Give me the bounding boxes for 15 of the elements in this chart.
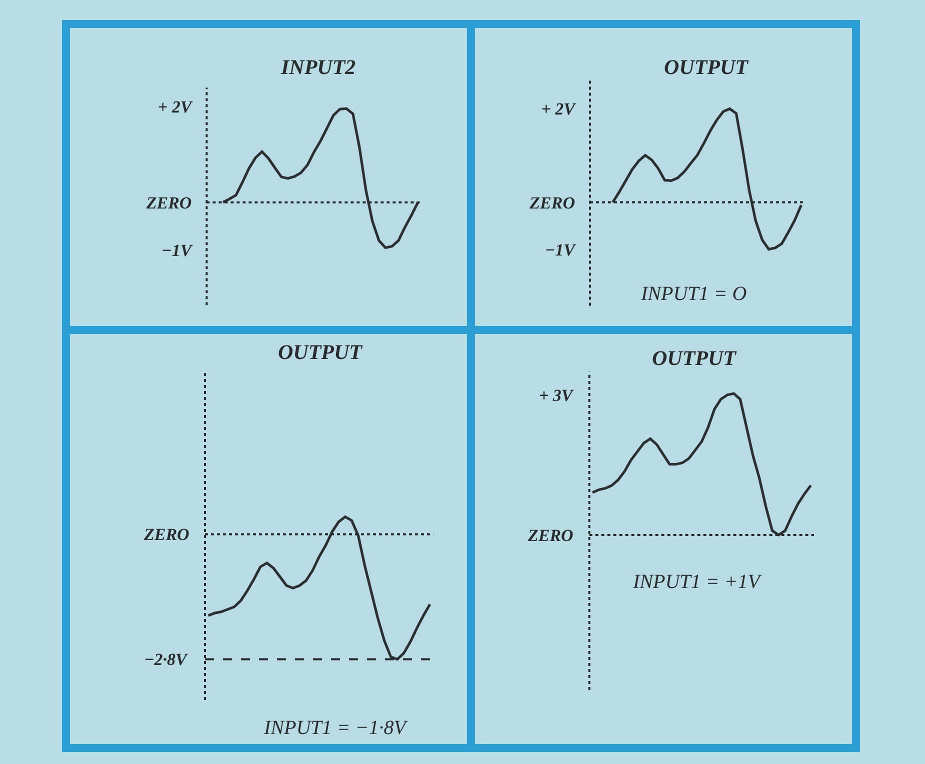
y-tick-label: ZERO (528, 193, 575, 212)
y-tick-label: + 2V (541, 99, 577, 118)
chart-title: OUTPUT (664, 55, 750, 79)
y-tick-label: −1V (162, 241, 194, 260)
ref-line-label: −2·8V (144, 650, 189, 669)
text: INPUT1 = −1·8V (263, 717, 409, 739)
y-tick-label: + 2V (158, 98, 194, 117)
y-tick-label: −1V (544, 240, 577, 260)
chart-title: OUTPUT (652, 346, 738, 370)
text: + 3V (539, 386, 574, 405)
chart-title: INPUT2 (280, 55, 356, 79)
annotation: INPUT1 = O (640, 283, 747, 305)
y-tick-label: ZERO (145, 193, 192, 212)
text: INPUT1 = +1V (632, 571, 763, 593)
chart-title: OUTPUT (278, 340, 364, 364)
